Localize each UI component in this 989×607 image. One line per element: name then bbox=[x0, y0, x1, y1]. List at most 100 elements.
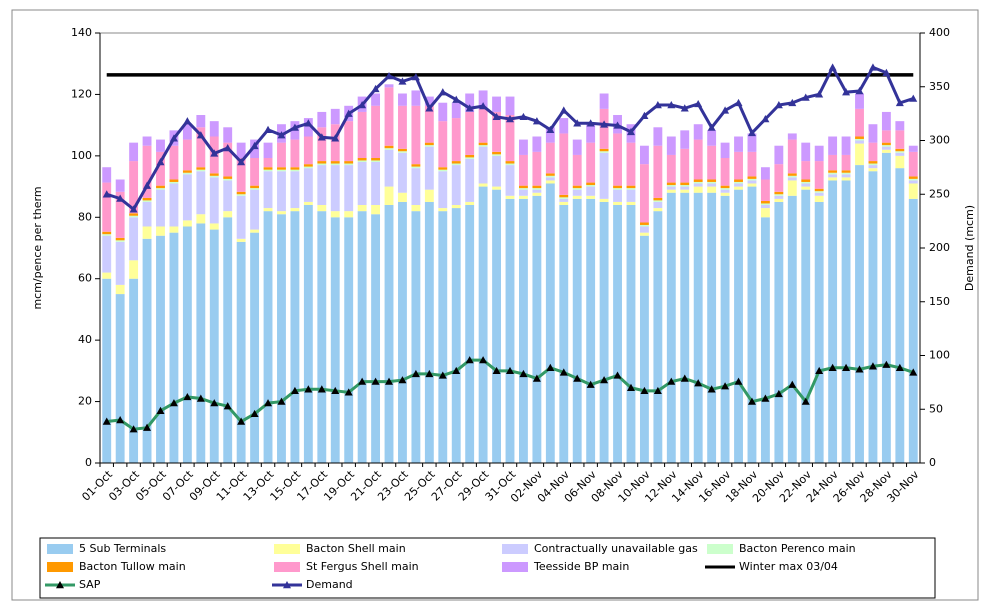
line-marker bbox=[465, 104, 474, 112]
bar-segment bbox=[855, 138, 864, 141]
bar-segment bbox=[196, 167, 206, 170]
bar-segment bbox=[734, 189, 743, 463]
bar-segment bbox=[680, 130, 690, 149]
bar-segment bbox=[129, 142, 139, 162]
line-marker bbox=[264, 125, 273, 133]
line-marker bbox=[788, 380, 797, 388]
bar-segment bbox=[559, 197, 569, 199]
bar-segment bbox=[398, 201, 407, 463]
bar-segment bbox=[760, 203, 770, 205]
line-marker bbox=[586, 380, 595, 388]
bar-segment bbox=[787, 175, 797, 178]
bar-segment bbox=[586, 198, 596, 463]
line-marker bbox=[210, 149, 219, 157]
bar-segment bbox=[760, 167, 770, 180]
line-marker bbox=[116, 194, 125, 202]
bar-segment bbox=[209, 229, 219, 463]
bar-segment bbox=[263, 142, 273, 159]
bar-segment bbox=[277, 142, 286, 168]
bar-segment bbox=[787, 195, 797, 464]
bar-segment bbox=[787, 173, 797, 176]
y2-tick-label: 100 bbox=[929, 349, 950, 362]
legend-swatch bbox=[47, 544, 73, 554]
bar-segment bbox=[169, 183, 179, 227]
bar-segment bbox=[519, 139, 528, 155]
bar-segment bbox=[545, 142, 555, 174]
bar-segment bbox=[411, 90, 421, 106]
bar-segment bbox=[492, 154, 501, 156]
bar-segment bbox=[169, 232, 179, 463]
line-marker bbox=[707, 385, 716, 393]
bar-segment bbox=[760, 217, 770, 463]
bar-segment bbox=[868, 171, 878, 463]
bar-segment bbox=[760, 208, 770, 218]
bar-segment bbox=[398, 93, 407, 106]
bar-segment bbox=[156, 139, 165, 152]
bar-segment bbox=[236, 142, 246, 159]
bar-segment bbox=[545, 173, 555, 176]
bar-segment bbox=[599, 152, 609, 199]
bar-segment bbox=[263, 171, 273, 209]
bar-segment bbox=[263, 167, 273, 170]
bar-segment bbox=[747, 180, 757, 184]
bar-segment bbox=[586, 185, 596, 187]
bar-segment bbox=[236, 238, 246, 242]
bar-segment bbox=[142, 145, 152, 198]
line-marker bbox=[169, 134, 178, 142]
bar-segment bbox=[707, 183, 717, 187]
bar-segment bbox=[572, 154, 582, 186]
bar-segment bbox=[330, 108, 340, 125]
bar-segment bbox=[250, 158, 260, 186]
legend-marker bbox=[56, 581, 64, 589]
legend-label: Demand bbox=[306, 578, 353, 591]
bar-segment bbox=[236, 241, 246, 463]
bar-segment bbox=[492, 111, 501, 152]
bar-segment bbox=[344, 211, 354, 218]
line-marker bbox=[250, 141, 259, 150]
line-marker bbox=[411, 73, 420, 81]
bar-segment bbox=[290, 208, 300, 212]
line-marker bbox=[653, 386, 662, 395]
bar-segment bbox=[250, 188, 260, 190]
line-marker bbox=[290, 123, 299, 131]
bar-segment bbox=[317, 127, 327, 162]
line-marker bbox=[895, 363, 904, 371]
bar-segment bbox=[344, 163, 354, 166]
line-marker bbox=[250, 409, 259, 418]
bar-segment bbox=[613, 133, 622, 186]
bar-segment bbox=[169, 226, 179, 233]
bar-segment bbox=[196, 171, 206, 215]
bar-segment bbox=[747, 176, 757, 179]
bar-segment bbox=[855, 140, 864, 144]
line-marker bbox=[304, 385, 313, 393]
line-marker bbox=[842, 363, 851, 371]
legend-swatch bbox=[274, 562, 300, 572]
bar-segment bbox=[760, 205, 770, 209]
bar-segment bbox=[868, 142, 878, 162]
bar-segment bbox=[908, 183, 918, 199]
line-marker bbox=[264, 399, 273, 407]
bar-segment bbox=[734, 186, 743, 190]
line-marker bbox=[532, 374, 541, 382]
line-marker bbox=[223, 144, 232, 152]
bar-segment bbox=[169, 179, 179, 182]
bar-segment bbox=[398, 152, 407, 193]
bar-segment bbox=[424, 142, 434, 146]
bar-segment bbox=[290, 167, 300, 170]
bar-segment bbox=[169, 181, 179, 184]
bar-segment bbox=[317, 165, 327, 205]
bar-segment bbox=[115, 241, 125, 285]
bar-segment bbox=[599, 93, 609, 109]
line-marker bbox=[506, 366, 514, 375]
line-marker bbox=[680, 104, 689, 112]
bar-segment bbox=[639, 222, 649, 225]
bar-segment bbox=[115, 179, 125, 192]
bar-segment bbox=[330, 161, 340, 164]
bar-segment bbox=[451, 208, 461, 463]
bar-segment bbox=[182, 174, 192, 221]
line-marker bbox=[156, 158, 165, 166]
bar-segment bbox=[209, 177, 219, 224]
bar-segment bbox=[182, 139, 192, 171]
bar-segment bbox=[290, 139, 300, 168]
legend-swatch bbox=[274, 544, 300, 554]
